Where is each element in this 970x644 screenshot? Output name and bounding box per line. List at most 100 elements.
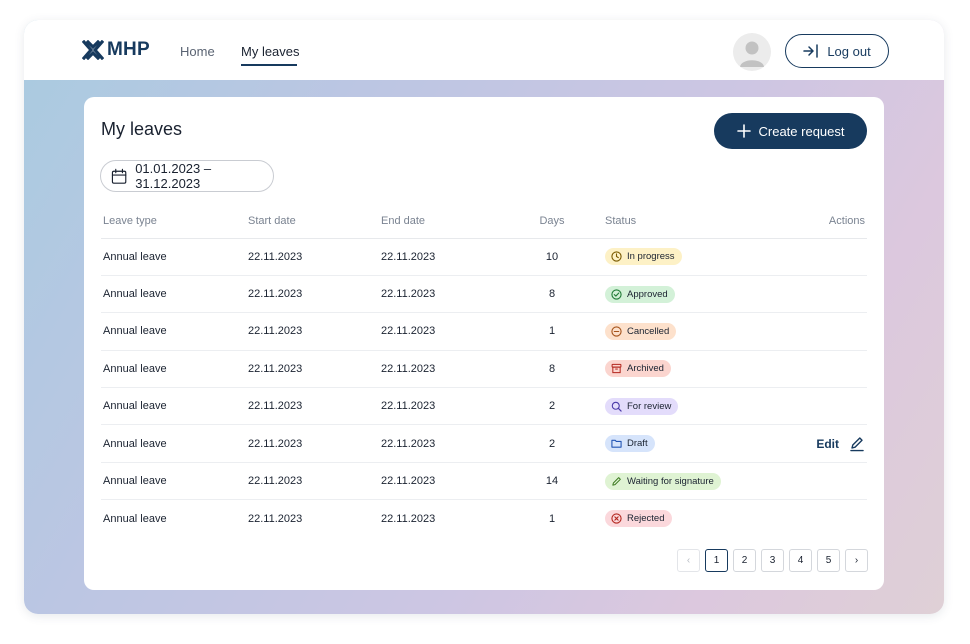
cell-actions <box>747 312 867 351</box>
column-header-actions: Actions <box>747 205 867 239</box>
create-request-label: Create request <box>758 123 845 139</box>
cell-end-date: 22.11.2023 <box>381 387 517 426</box>
table-header-row: Leave type Start date End date Days Stat… <box>101 205 867 239</box>
pagination-page-1[interactable]: 1 <box>705 549 728 572</box>
cell-actions <box>747 500 867 537</box>
cell-start-date: 22.11.2023 <box>248 312 381 351</box>
status-badge: In progress <box>605 248 682 266</box>
avatar[interactable] <box>733 33 771 71</box>
archive-icon <box>611 364 622 374</box>
cell-start-date: 22.11.2023 <box>248 387 381 426</box>
leaves-panel: My leaves Create request 01.01.2023 – 31… <box>84 97 884 590</box>
cell-days: 2 <box>517 424 587 463</box>
status-label: Approved <box>627 288 668 300</box>
status-badge: Draft <box>605 435 655 453</box>
cell-leave-type: Annual leave <box>101 424 248 463</box>
edit-label: Edit <box>816 436 839 451</box>
column-header-start-date[interactable]: Start date <box>248 205 381 239</box>
plus-icon <box>736 124 751 138</box>
status-badge: Approved <box>605 285 675 303</box>
cell-start-date: 22.11.2023 <box>248 275 381 314</box>
pagination-page-5[interactable]: 5 <box>817 549 840 572</box>
cell-actions <box>747 238 867 276</box>
status-label: Archived <box>627 363 664 375</box>
pagination-prev-button[interactable]: ‹ <box>677 549 700 572</box>
logout-label: Log out <box>827 43 871 59</box>
pagination: ‹ 1 2 3 4 5 › <box>677 549 868 572</box>
status-label: Draft <box>627 438 648 450</box>
cell-days: 8 <box>517 350 587 389</box>
cell-leave-type: Annual leave <box>101 312 248 351</box>
cell-actions <box>747 387 867 426</box>
mhp-logo-icon <box>82 40 104 60</box>
nav-home[interactable]: Home <box>180 44 215 59</box>
cell-leave-type: Annual leave <box>103 512 167 525</box>
create-request-button[interactable]: Create request <box>714 113 867 149</box>
cell-start-date: 22.11.2023 <box>248 424 381 463</box>
table-row[interactable]: Annual leave 22.11.2023 22.11.2023 8 App… <box>101 275 867 314</box>
cell-days: 1 <box>517 312 587 351</box>
cell-status: Approved <box>587 275 747 314</box>
table-row[interactable]: Annual leave 22.11.2023 22.11.2023 10 In… <box>101 238 867 276</box>
cell-leave-type: Annual leave <box>101 462 248 501</box>
search-icon <box>611 401 622 412</box>
cell-start-date: 22.11.2023 <box>248 462 381 501</box>
cell-leave-type: Annual leave <box>101 387 248 426</box>
table-row[interactable]: Annual leave 22.11.2023 22.11.2023 8 Arc… <box>101 350 867 389</box>
status-badge: Archived <box>605 360 671 378</box>
pagination-next-button[interactable]: › <box>845 549 868 572</box>
cell-actions <box>747 275 867 314</box>
cell-status: Cancelled <box>587 312 747 351</box>
brand-logo[interactable]: MHP <box>82 39 150 61</box>
active-nav-indicator <box>241 64 297 66</box>
pagination-page-2[interactable]: 2 <box>733 549 756 572</box>
status-label: For review <box>627 400 672 412</box>
cell-days: 8 <box>517 275 587 314</box>
status-label: Rejected <box>627 513 665 525</box>
status-label: Cancelled <box>627 325 670 337</box>
column-header-status[interactable]: Status <box>587 205 747 239</box>
column-header-leave-type[interactable]: Leave type <box>101 205 248 239</box>
nav-my-leaves[interactable]: My leaves <box>241 44 300 59</box>
cell-days: 10 <box>517 238 587 276</box>
cell-start-date: 22.11.2023 <box>248 238 381 276</box>
cell-leave-type: Annual leave <box>101 238 248 276</box>
cell-status: Archived <box>587 350 747 389</box>
cell-status: Rejected <box>587 500 747 537</box>
pencil-icon <box>850 436 864 451</box>
app-window: MHP Home My leaves Log out My leaves Cre… <box>24 20 944 614</box>
page-title: My leaves <box>101 119 183 139</box>
status-label: In progress <box>627 251 675 263</box>
x-circle-icon <box>611 513 622 524</box>
cell-start-date: 22.11.2023 <box>248 512 303 525</box>
edit-button[interactable]: Edit <box>816 436 865 452</box>
folder-icon <box>611 439 622 448</box>
cell-days: 14 <box>517 462 587 501</box>
pen-icon <box>612 476 621 486</box>
cell-status: Draft <box>587 424 747 463</box>
logout-button[interactable]: Log out <box>785 34 889 68</box>
table-row[interactable]: Annual leave 22.11.2023 22.11.2023 2 Dra… <box>101 424 867 463</box>
table-row[interactable]: Annual leave 22.11.2023 22.11.2023 14 Wa… <box>101 462 867 501</box>
status-badge: Waiting for signature <box>605 472 721 490</box>
cell-status: For review <box>587 387 747 426</box>
table-row[interactable]: Annual leave 22.11.2023 22.11.2023 2 For… <box>101 387 867 426</box>
clock-icon <box>611 251 622 262</box>
cell-actions: Edit <box>747 424 867 463</box>
column-header-days[interactable]: Days <box>517 205 587 239</box>
table-row[interactable]: Annual leave 22.11.2023 22.11.2023 1 Can… <box>101 312 867 351</box>
logout-icon <box>803 44 819 58</box>
status-badge: Cancelled <box>605 322 677 340</box>
column-header-end-date[interactable]: End date <box>381 205 517 239</box>
cell-end-date: 22.11.2023 <box>381 462 517 501</box>
cell-start-date: 22.11.2023 <box>248 350 381 389</box>
date-range-value: 01.01.2023 – 31.12.2023 <box>135 161 212 191</box>
pagination-page-3[interactable]: 3 <box>761 549 784 572</box>
date-range-picker[interactable]: 01.01.2023 – 31.12.2023 <box>100 160 274 192</box>
pagination-page-4[interactable]: 4 <box>789 549 812 572</box>
table-row[interactable]: Annual leave 22.11.2023 22.11.2023 1 Rej… <box>101 500 867 537</box>
cell-end-date: 22.11.2023 <box>381 238 517 276</box>
top-navigation-bar: MHP Home My leaves Log out <box>24 20 944 80</box>
cell-end-date: 22.11.2023 <box>381 512 436 525</box>
cell-leave-type: Annual leave <box>101 350 248 389</box>
